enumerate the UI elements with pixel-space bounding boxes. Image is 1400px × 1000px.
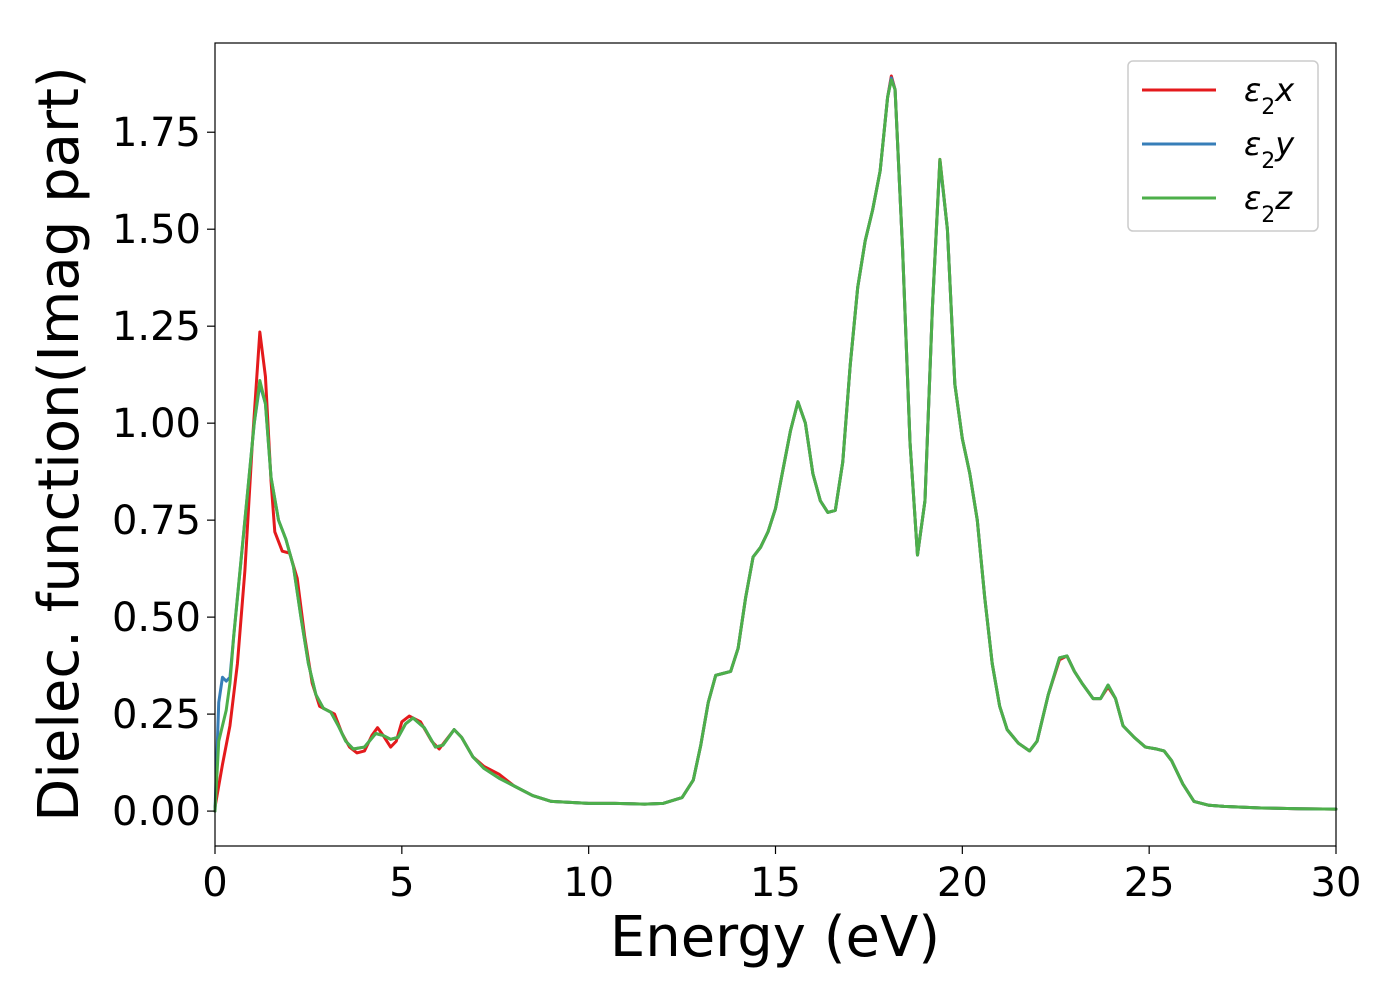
x-tick-label: 25 bbox=[1124, 860, 1175, 906]
x-tick-label: 0 bbox=[202, 860, 227, 906]
legend: ε2x ε2y ε2z bbox=[1127, 60, 1319, 232]
x-tick-label: 5 bbox=[389, 860, 414, 906]
x-tick-label: 30 bbox=[1311, 860, 1362, 906]
y-axis: 0.00 0.25 0.50 0.75 1.00 1.25 1.50 1.75 bbox=[112, 110, 215, 835]
y-tick-label: 1.75 bbox=[112, 110, 201, 156]
series-layer bbox=[213, 74, 1338, 813]
x-tick-label: 10 bbox=[563, 860, 614, 906]
x-tick-label: 20 bbox=[937, 860, 988, 906]
y-tick-label: 1.50 bbox=[112, 207, 201, 253]
x-axis-label: Energy (eV) bbox=[610, 905, 940, 970]
x-axis: 0 5 10 15 20 25 30 bbox=[202, 846, 1361, 906]
y-tick-label: 0.25 bbox=[112, 692, 201, 738]
x-tick-label: 15 bbox=[750, 860, 801, 906]
legend-label-z: ε2z bbox=[1244, 179, 1293, 228]
legend-box bbox=[1127, 60, 1319, 232]
y-tick-label: 0.75 bbox=[112, 498, 201, 544]
y-tick-label: 0.00 bbox=[112, 789, 201, 835]
y-tick-label: 1.00 bbox=[112, 401, 201, 447]
y-tick-label: 1.25 bbox=[112, 304, 201, 350]
legend-label-x: ε2x bbox=[1244, 71, 1295, 120]
legend-label-y: ε2y bbox=[1244, 125, 1295, 174]
series-line-z bbox=[213, 78, 1338, 813]
y-tick-label: 0.50 bbox=[112, 595, 201, 641]
y-axis-label: Dielec. function(Imag part) bbox=[27, 66, 92, 822]
